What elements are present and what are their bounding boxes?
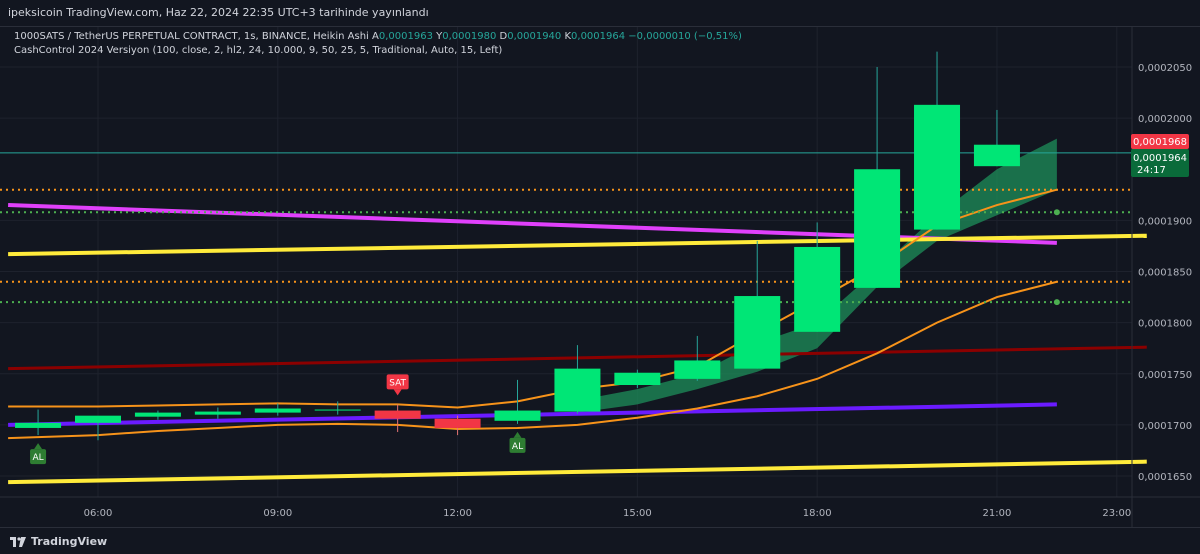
- x-tick-label: 12:00: [443, 508, 472, 519]
- trend-line-yellow-upper: [8, 233, 1147, 257]
- legend-change: −0,0000010 (−0,51%): [628, 31, 742, 42]
- candle: [134, 410, 181, 420]
- candle: [614, 369, 661, 389]
- candle-body: [973, 144, 1020, 167]
- candle-body: [614, 372, 661, 385]
- signal-box: [30, 449, 47, 465]
- y-tick-label: 0,0001800: [1138, 319, 1192, 330]
- signal-label: AL: [512, 442, 523, 452]
- candle-body: [374, 410, 421, 419]
- candle-body: [134, 412, 181, 417]
- candle: [254, 403, 301, 416]
- legend-open-label: A: [372, 31, 379, 42]
- candle: [374, 404, 421, 433]
- candle-body: [494, 410, 541, 421]
- price-tag-red-text: 0,0001968: [1133, 137, 1187, 148]
- legend-open: 0,0001963: [378, 31, 433, 42]
- orange-lower-line: [8, 280, 1058, 440]
- candle: [734, 240, 781, 369]
- x-tick-label: 23:00: [1102, 508, 1131, 519]
- legend-low-label: D: [499, 31, 508, 42]
- candle: [434, 415, 481, 436]
- candle-body: [314, 409, 361, 411]
- y-tick-label: 0,0001850: [1138, 268, 1192, 279]
- x-tick-label: 09:00: [263, 508, 292, 519]
- legend-close: 0,0001964: [571, 31, 626, 42]
- signal-arrow: [393, 389, 402, 396]
- legend-high: 0,0001980: [442, 31, 497, 42]
- price-tag-red: [1131, 134, 1189, 149]
- x-tick-label: 21:00: [983, 508, 1012, 519]
- candle: [15, 409, 62, 436]
- signal-box: [509, 437, 526, 453]
- level-dot: [1053, 299, 1060, 306]
- candle-body: [194, 411, 241, 415]
- x-tick-label: 18:00: [803, 508, 832, 519]
- y-tick-label: 0,0002000: [1138, 114, 1192, 125]
- publisher-text: ipeksicoin TradingView.com, Haz 22, 2024…: [8, 6, 429, 19]
- candles: [15, 51, 1020, 441]
- candle-body: [15, 422, 62, 428]
- candle: [75, 415, 121, 441]
- signal-label: AL: [32, 453, 43, 463]
- price-tag-green: [1131, 149, 1189, 177]
- signal-box: [386, 374, 409, 390]
- candle-body: [734, 296, 781, 369]
- y-tick-label: 0,0001650: [1138, 472, 1192, 483]
- candle: [794, 222, 841, 332]
- y-tick-label: 0,0001900: [1138, 216, 1192, 227]
- x-axis: 06:00 09:00 12:00 15:00 18:00 21:00 23:00: [0, 496, 1200, 519]
- price-tag-countdown: 24:17: [1137, 165, 1166, 176]
- legend-low: 0,0001940: [507, 31, 562, 42]
- candle-body: [434, 418, 481, 428]
- candle: [854, 67, 901, 288]
- tradingview-logo-icon: [10, 536, 26, 547]
- tradingview-brand: TradingView: [31, 535, 108, 548]
- signal-arrow: [513, 431, 522, 438]
- legend-symbol: 1000SATS / TetherUS PERPETUAL CONTRACT, …: [14, 31, 369, 42]
- candle: [314, 401, 361, 415]
- y-tick-label: 0,0001750: [1138, 370, 1192, 381]
- y-tick-label: 0,0002050: [1138, 63, 1192, 74]
- legend-close-label: K: [564, 31, 572, 42]
- tradingview-logo[interactable]: TradingView: [10, 535, 107, 548]
- legend-high-label: Y: [436, 31, 443, 42]
- candle: [973, 109, 1020, 167]
- legend: 1000SATS / TetherUS PERPETUAL CONTRACT, …: [14, 30, 742, 58]
- signal-arrow: [34, 443, 43, 450]
- candle: [194, 407, 241, 419]
- grid: [0, 27, 1132, 497]
- signal-sat: SAT: [386, 374, 409, 396]
- legend-ohlc-row: 1000SATS / TetherUS PERPETUAL CONTRACT, …: [14, 30, 742, 44]
- candle-body: [674, 360, 721, 379]
- x-tick-label: 15:00: [623, 508, 652, 519]
- signal-al: AL: [30, 443, 47, 465]
- candle: [914, 51, 961, 230]
- candle: [494, 379, 541, 424]
- candle-body: [914, 104, 961, 230]
- signals: AL SAT AL: [30, 374, 526, 465]
- chart-area[interactable]: AL SAT AL 0,0001650 0,0001700 0,0001750 0,000…: [0, 27, 1200, 527]
- candle: [674, 335, 721, 381]
- x-tick-label: 06:00: [84, 508, 113, 519]
- candle: [554, 345, 601, 414]
- signal-al: AL: [509, 431, 526, 453]
- y-axis: 0,0001650 0,0001700 0,0001750 0,0001800 0,00…: [1131, 27, 1192, 527]
- candle-body: [854, 169, 901, 288]
- footer: TradingView: [0, 527, 1200, 554]
- trend-lines: [8, 203, 1147, 485]
- candle-body: [75, 415, 121, 423]
- publisher-bar: ipeksicoin TradingView.com, Haz 22, 2024…: [0, 0, 1200, 27]
- price-tag-green-text: 0,0001964: [1133, 153, 1187, 164]
- candle-body: [554, 368, 601, 412]
- candle-body: [794, 246, 841, 332]
- trend-line-yellow-lower: [8, 459, 1147, 485]
- signal-label: SAT: [389, 378, 406, 388]
- candle-body: [254, 408, 301, 413]
- level-dot: [1053, 209, 1060, 216]
- y-tick-label: 0,0001700: [1138, 421, 1192, 432]
- legend-indicator[interactable]: CashControl 2024 Versiyon (100, close, 2…: [14, 45, 503, 56]
